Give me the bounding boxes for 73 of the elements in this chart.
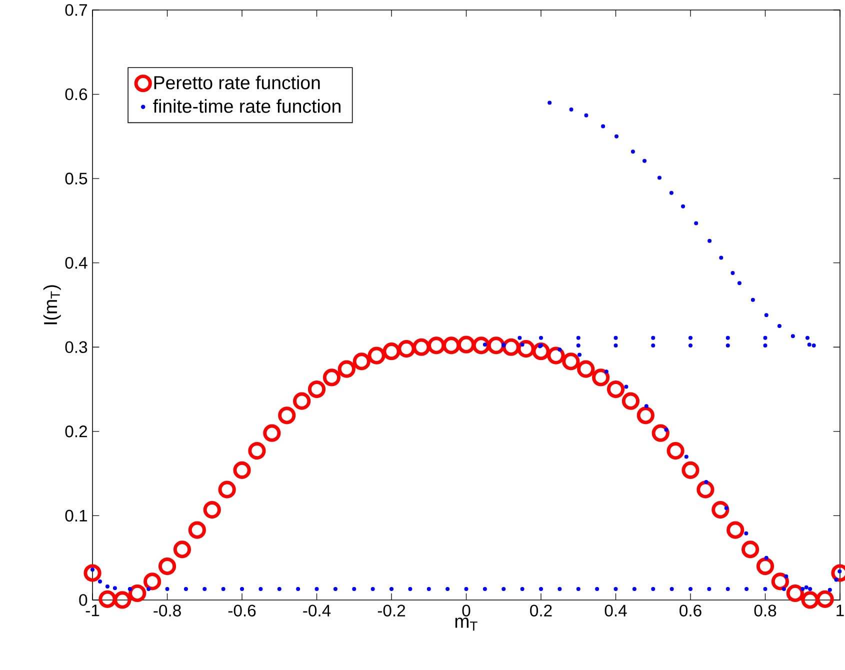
point [278, 406, 296, 424]
point [158, 557, 176, 576]
point [742, 540, 760, 558]
x-tick-label: -0.2 [378, 604, 406, 616]
point [472, 336, 490, 354]
point [666, 442, 684, 460]
point [457, 336, 476, 354]
x-tick-label: 0.6 [680, 604, 702, 616]
legend-label: Peretto rate function [154, 76, 320, 90]
point [606, 380, 625, 398]
point [756, 557, 774, 576]
point [696, 480, 714, 498]
point [622, 392, 640, 410]
x-tick-label: -0.6 [228, 604, 256, 616]
y-tick-label: 0.7 [65, 4, 87, 16]
point [442, 336, 460, 354]
x-axis-title: m$_{T}$ [455, 618, 478, 631]
point [84, 564, 102, 582]
point [771, 572, 790, 590]
point [592, 368, 610, 386]
point [398, 340, 416, 358]
x-tick-label: 1 [836, 604, 844, 616]
point [517, 340, 535, 358]
point [173, 540, 192, 558]
point [293, 392, 311, 410]
point [352, 352, 370, 370]
point [577, 360, 595, 378]
x-tick-label: 0.4 [604, 604, 627, 616]
y-axis-title: I(m$_{T}$) [43, 285, 61, 324]
y-tick-label: 0.6 [65, 88, 88, 100]
y-tick-label: 0.4 [65, 256, 88, 269]
point [428, 336, 446, 354]
point [547, 346, 565, 364]
point [233, 461, 251, 479]
point [263, 424, 281, 442]
x-tick-label: -0.8 [154, 604, 181, 616]
y-tick-label: 0 [79, 594, 88, 606]
x-tick-label: 0 [462, 604, 470, 616]
y-tick-label: 0.3 [65, 341, 88, 354]
y-tick-label: 0.1 [65, 510, 87, 522]
point [322, 368, 341, 386]
point [786, 584, 804, 602]
point [114, 591, 132, 609]
point [682, 461, 700, 479]
x-tick-label: 0.2 [530, 604, 552, 616]
point [412, 338, 430, 356]
point [652, 424, 670, 442]
point [382, 342, 400, 360]
point [562, 352, 580, 370]
x-tick-label: -1 [86, 604, 100, 616]
point [801, 591, 819, 609]
point [203, 501, 221, 519]
point [712, 501, 730, 519]
point [218, 480, 236, 498]
point [308, 380, 326, 398]
point [248, 442, 266, 460]
y-tick-label: 0.5 [65, 172, 88, 184]
point [636, 406, 654, 424]
point [502, 338, 520, 356]
point [368, 346, 386, 364]
point [816, 590, 834, 608]
point [532, 342, 550, 360]
y-tick-label: 0.2 [65, 426, 87, 438]
x-tick-label: -0.4 [303, 604, 331, 616]
point [487, 336, 505, 354]
legend-label: finite-time rate function [153, 99, 340, 113]
point [338, 360, 356, 378]
point [144, 572, 162, 590]
point [726, 521, 744, 539]
point [188, 521, 206, 539]
point [98, 590, 116, 608]
x-tick-label: 0.8 [754, 604, 776, 616]
point [128, 584, 146, 602]
